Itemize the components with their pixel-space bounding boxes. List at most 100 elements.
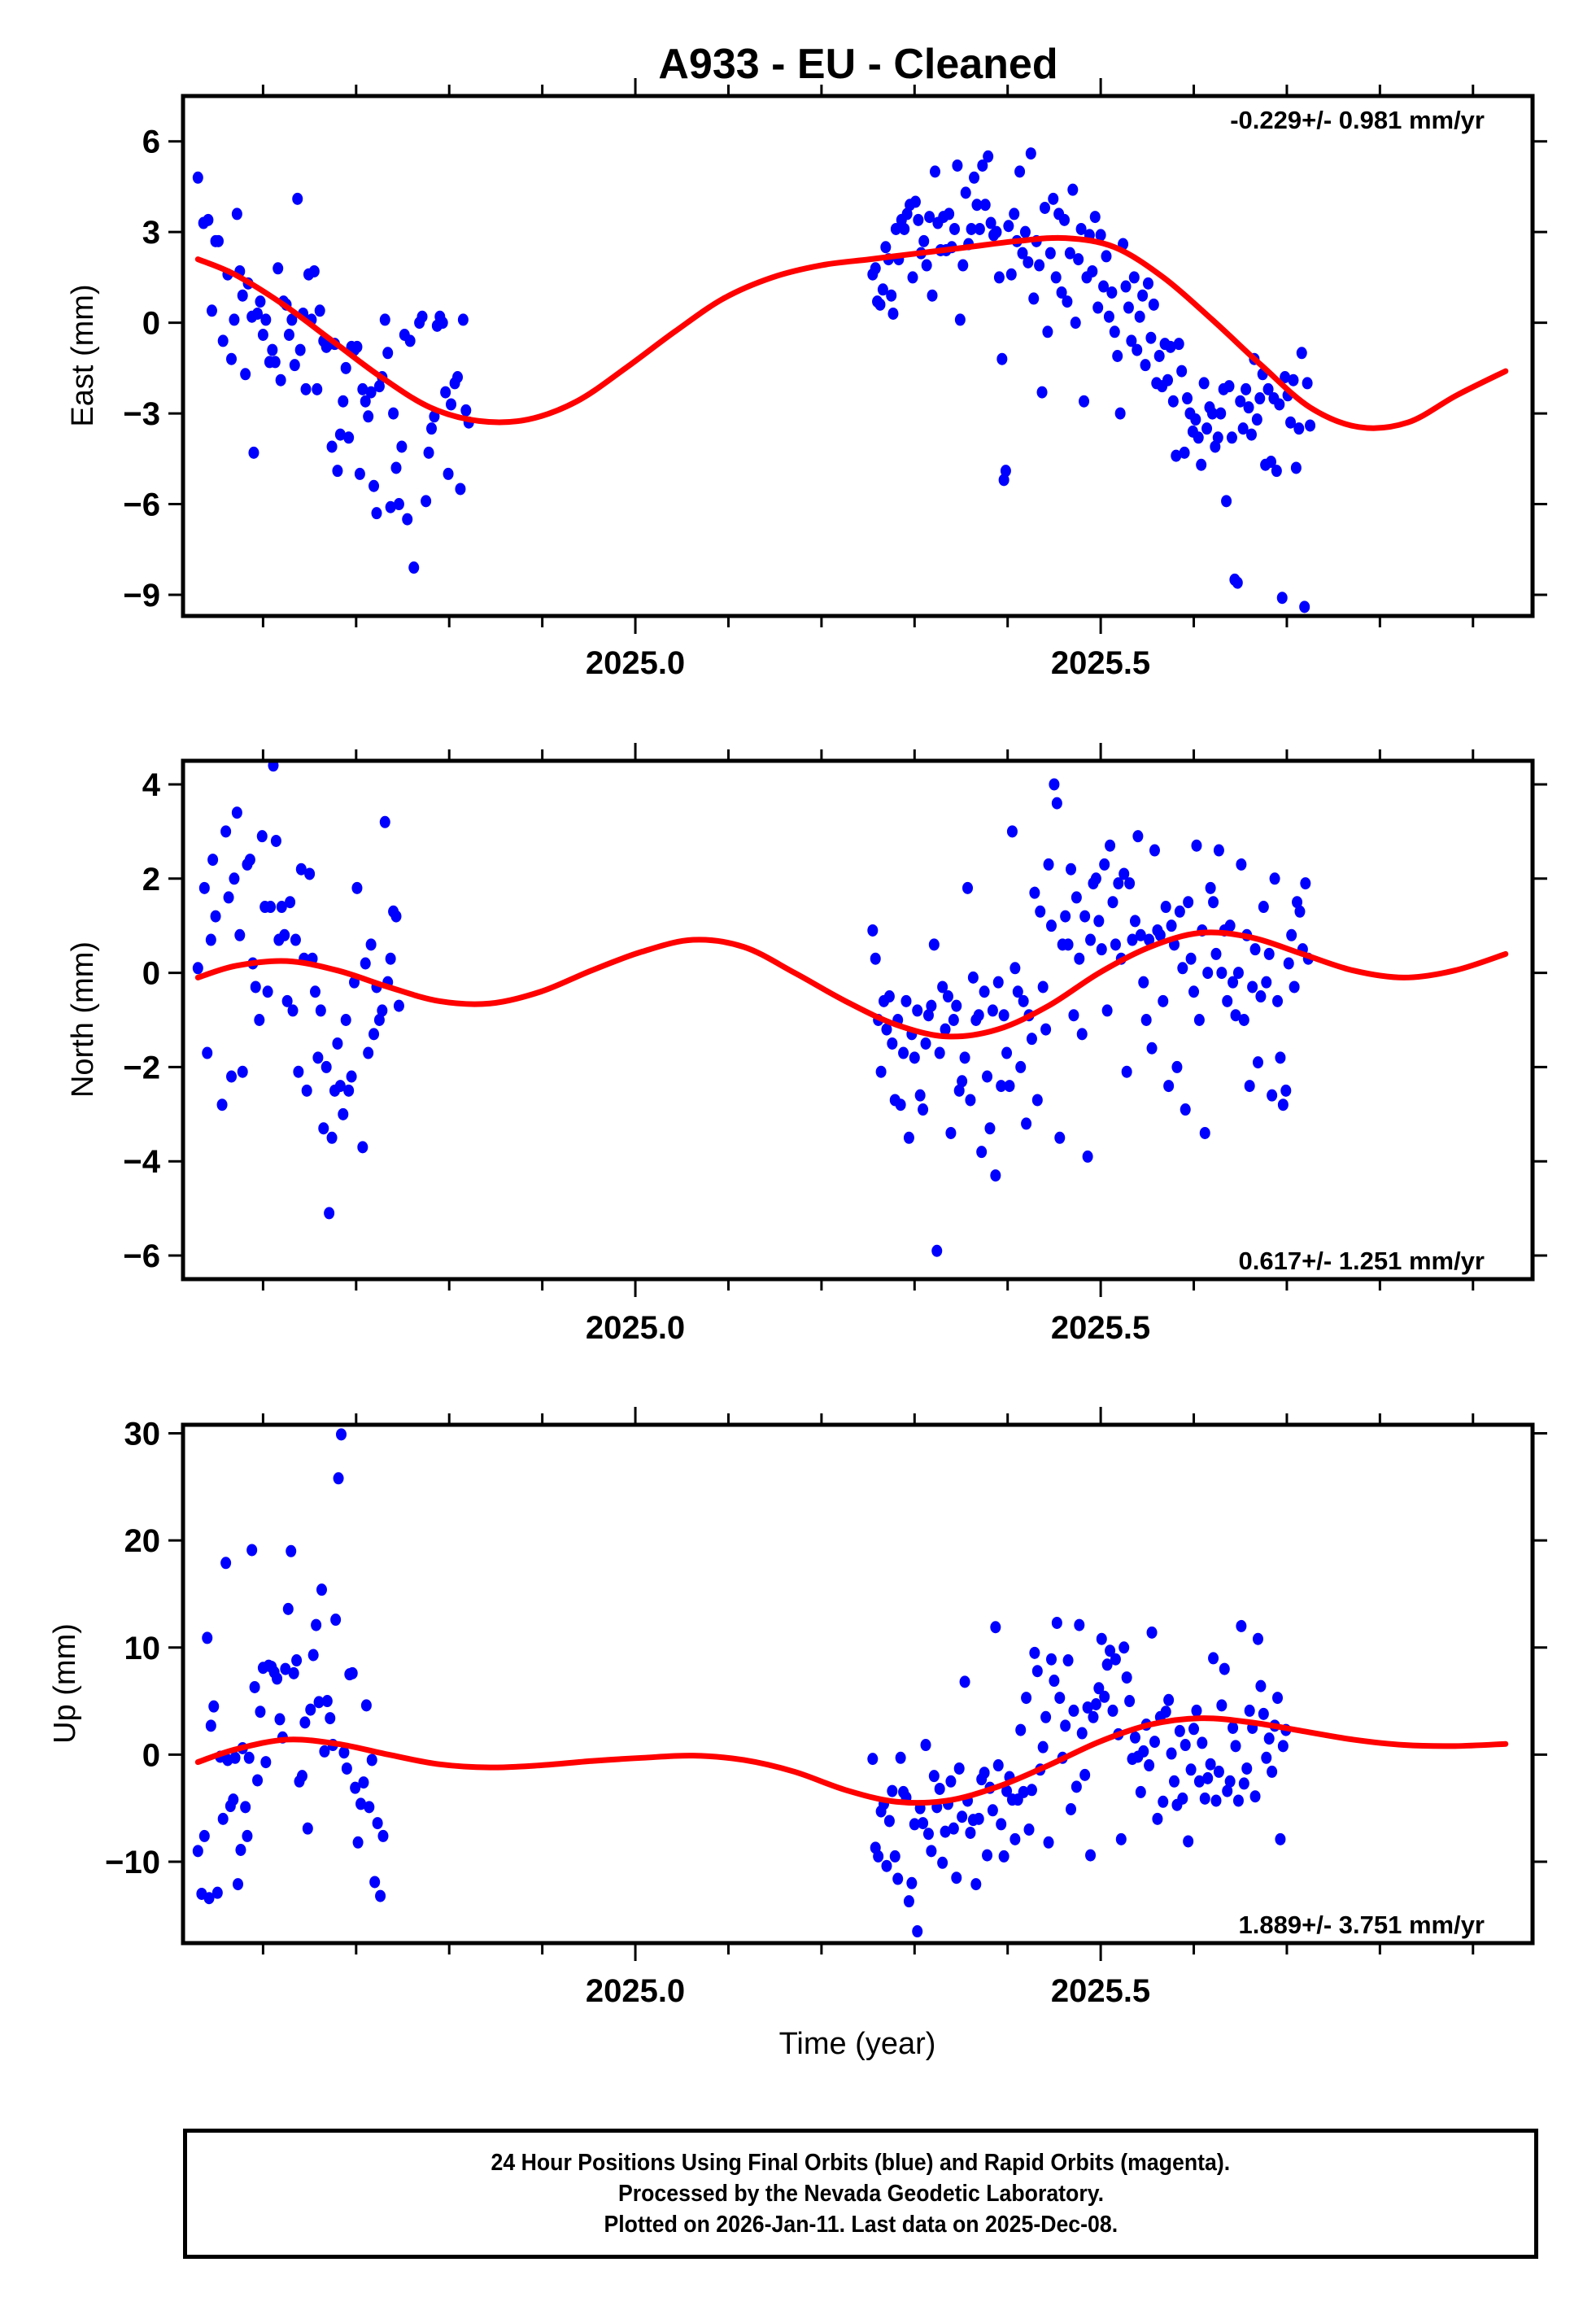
data-point bbox=[220, 1557, 232, 1570]
data-point bbox=[1009, 207, 1020, 221]
data-point bbox=[1088, 1710, 1099, 1723]
data-point bbox=[368, 1028, 380, 1041]
data-point bbox=[280, 1662, 291, 1675]
data-point bbox=[371, 507, 382, 520]
fit-curve bbox=[194, 929, 1509, 1040]
data-point bbox=[1174, 1724, 1185, 1737]
data-point bbox=[1167, 395, 1179, 408]
data-point bbox=[1003, 220, 1014, 233]
data-point bbox=[1031, 1094, 1043, 1107]
data-point bbox=[912, 1004, 923, 1017]
data-point bbox=[312, 1051, 324, 1064]
data-point bbox=[1241, 1762, 1253, 1775]
data-point bbox=[1093, 1682, 1105, 1695]
data-point bbox=[921, 259, 932, 272]
data-point bbox=[1285, 416, 1297, 429]
data-point bbox=[1127, 933, 1138, 946]
data-point bbox=[440, 386, 451, 399]
data-point bbox=[965, 1826, 976, 1839]
data-point bbox=[416, 310, 428, 323]
data-point bbox=[393, 498, 404, 511]
data-point bbox=[920, 1037, 931, 1050]
data-point bbox=[1232, 1794, 1244, 1807]
data-point bbox=[255, 1705, 266, 1719]
data-point bbox=[1280, 1084, 1292, 1097]
data-point bbox=[1191, 839, 1202, 852]
data-point bbox=[324, 1207, 335, 1220]
data-point bbox=[926, 999, 937, 1012]
data-point bbox=[906, 1876, 918, 1889]
footer-box: 24 Hour Positions Using Final Orbits (bl… bbox=[183, 2129, 1538, 2259]
data-point bbox=[1160, 901, 1171, 914]
data-point bbox=[1224, 919, 1236, 932]
data-point bbox=[256, 830, 268, 843]
data-point bbox=[1023, 255, 1034, 269]
data-point bbox=[1119, 1641, 1130, 1654]
data-point bbox=[1114, 407, 1126, 420]
data-point bbox=[1185, 1763, 1197, 1776]
data-point bbox=[304, 867, 316, 880]
plot-frame bbox=[181, 1422, 1535, 1946]
data-point bbox=[296, 1770, 307, 1783]
data-point bbox=[1001, 1784, 1013, 1797]
data-point bbox=[203, 213, 214, 226]
data-point bbox=[1276, 592, 1288, 605]
data-point bbox=[1015, 1723, 1027, 1736]
data-point bbox=[1018, 1785, 1029, 1798]
data-point bbox=[198, 881, 210, 894]
east-panel: East (mm) -0.229+/- 0.981 mm/yr 2025.0 2… bbox=[66, 78, 1547, 681]
data-point bbox=[338, 1107, 349, 1120]
data-point bbox=[909, 1818, 920, 1831]
data-point bbox=[1092, 301, 1104, 314]
data-point bbox=[1292, 896, 1303, 909]
data-point bbox=[360, 957, 371, 970]
data-point bbox=[944, 207, 955, 221]
data-point bbox=[1075, 222, 1087, 235]
data-point bbox=[228, 1793, 239, 1806]
data-point bbox=[437, 317, 448, 330]
data-point bbox=[295, 863, 307, 876]
data-point bbox=[365, 938, 377, 951]
data-point bbox=[1093, 915, 1105, 928]
data-point bbox=[967, 971, 979, 984]
data-point bbox=[1138, 1745, 1149, 1758]
data-point bbox=[321, 1695, 333, 1708]
y-tick-label: 0 bbox=[142, 956, 160, 992]
data-point bbox=[203, 1892, 215, 1905]
data-point bbox=[940, 1825, 951, 1838]
data-point bbox=[1165, 340, 1176, 353]
data-point bbox=[205, 933, 216, 946]
x-tick-label-2025.0: 2025.0 bbox=[586, 645, 685, 681]
data-point bbox=[1294, 905, 1306, 918]
data-point bbox=[957, 1075, 968, 1088]
data-point bbox=[338, 395, 349, 408]
data-point bbox=[976, 1146, 988, 1159]
data-point bbox=[1048, 192, 1059, 205]
data-point bbox=[959, 1051, 970, 1064]
data-point bbox=[1255, 1679, 1267, 1692]
data-point bbox=[1058, 213, 1070, 226]
data-point bbox=[966, 222, 977, 235]
data-point bbox=[875, 1065, 887, 1078]
data-point bbox=[351, 881, 363, 894]
data-point bbox=[1185, 952, 1197, 965]
data-point bbox=[1137, 289, 1149, 302]
data-point bbox=[346, 1070, 357, 1083]
data-point bbox=[890, 222, 901, 235]
data-point bbox=[1258, 901, 1269, 914]
data-point bbox=[1019, 225, 1031, 238]
data-point bbox=[1213, 1765, 1224, 1778]
data-point bbox=[1042, 325, 1053, 338]
data-point bbox=[1243, 401, 1254, 414]
data-point bbox=[1177, 962, 1188, 975]
data-point bbox=[1023, 1823, 1035, 1836]
data-point bbox=[991, 225, 1002, 238]
data-point bbox=[883, 990, 895, 1003]
data-point bbox=[918, 1103, 929, 1116]
data-point bbox=[205, 1719, 216, 1732]
data-point bbox=[953, 1084, 965, 1097]
data-point bbox=[1236, 858, 1247, 871]
data-point bbox=[1095, 229, 1106, 242]
data-point bbox=[287, 1004, 299, 1017]
data-point bbox=[1290, 461, 1302, 474]
